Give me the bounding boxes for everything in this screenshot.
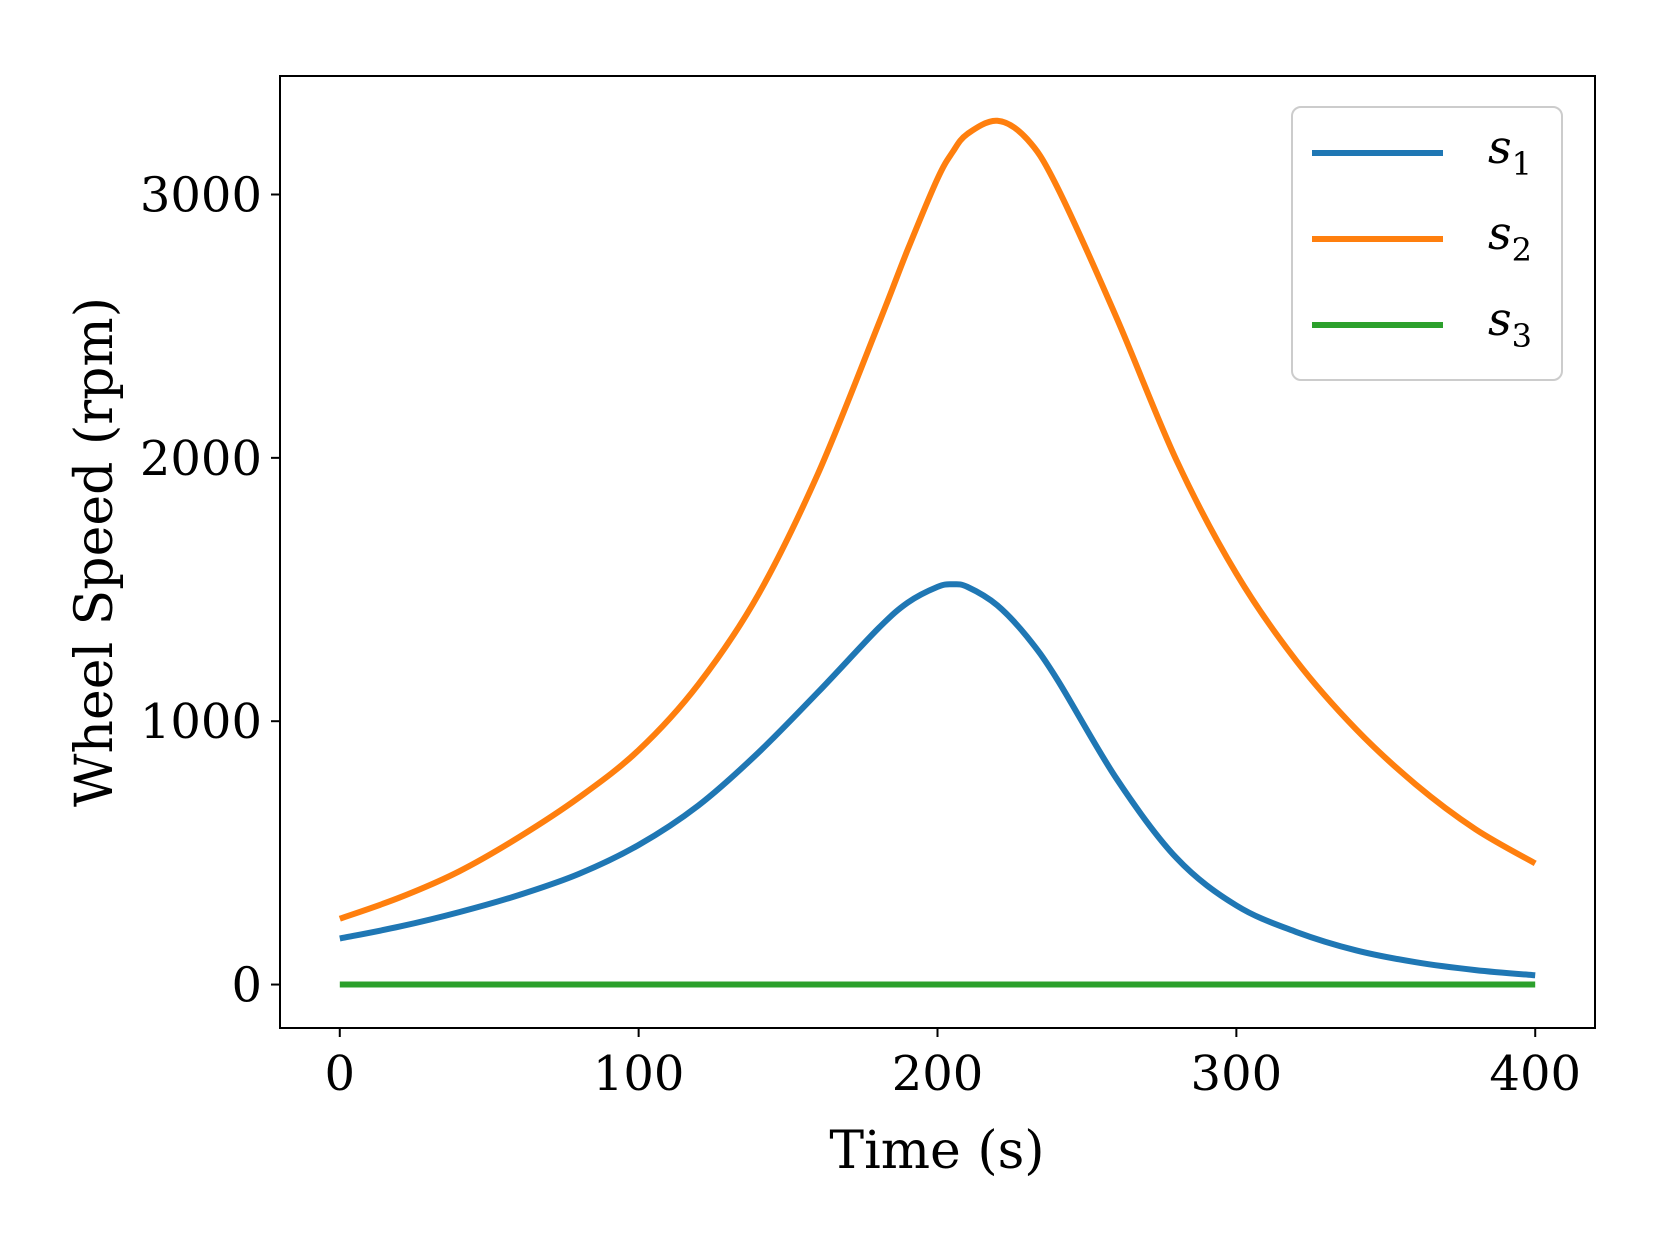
x-tick-label: 0 <box>324 1046 355 1102</box>
legend: s1 s2 s3 <box>1291 106 1563 381</box>
series-layer <box>338 117 1537 988</box>
legend-label-s2: s2 <box>1488 206 1532 269</box>
y-tick-label: 2000 <box>140 431 262 487</box>
x-tick-label: 400 <box>1489 1046 1581 1102</box>
series-line-s1 <box>339 581 1536 979</box>
legend-box <box>1291 106 1563 381</box>
y-axis-label: Wheel Speed (rpm) <box>65 297 125 807</box>
x-tick-label: 100 <box>593 1046 685 1102</box>
legend-items: s1 s2 s3 <box>1312 120 1532 355</box>
y-tick-label: 1000 <box>140 694 262 750</box>
y-tick-label: 0 <box>231 958 262 1014</box>
x-axis-label: Time (s) <box>829 1121 1044 1181</box>
ticks-layer: 0 100 200 300 400 0 1000 2000 3000 <box>140 168 1581 1102</box>
series-line-s2 <box>338 117 1537 922</box>
x-tick-label: 200 <box>892 1046 984 1102</box>
x-tick-label: 300 <box>1191 1046 1283 1102</box>
legend-label-s3: s3 <box>1488 292 1532 355</box>
y-tick-label: 3000 <box>140 168 262 224</box>
legend-label-s1: s1 <box>1488 120 1532 183</box>
